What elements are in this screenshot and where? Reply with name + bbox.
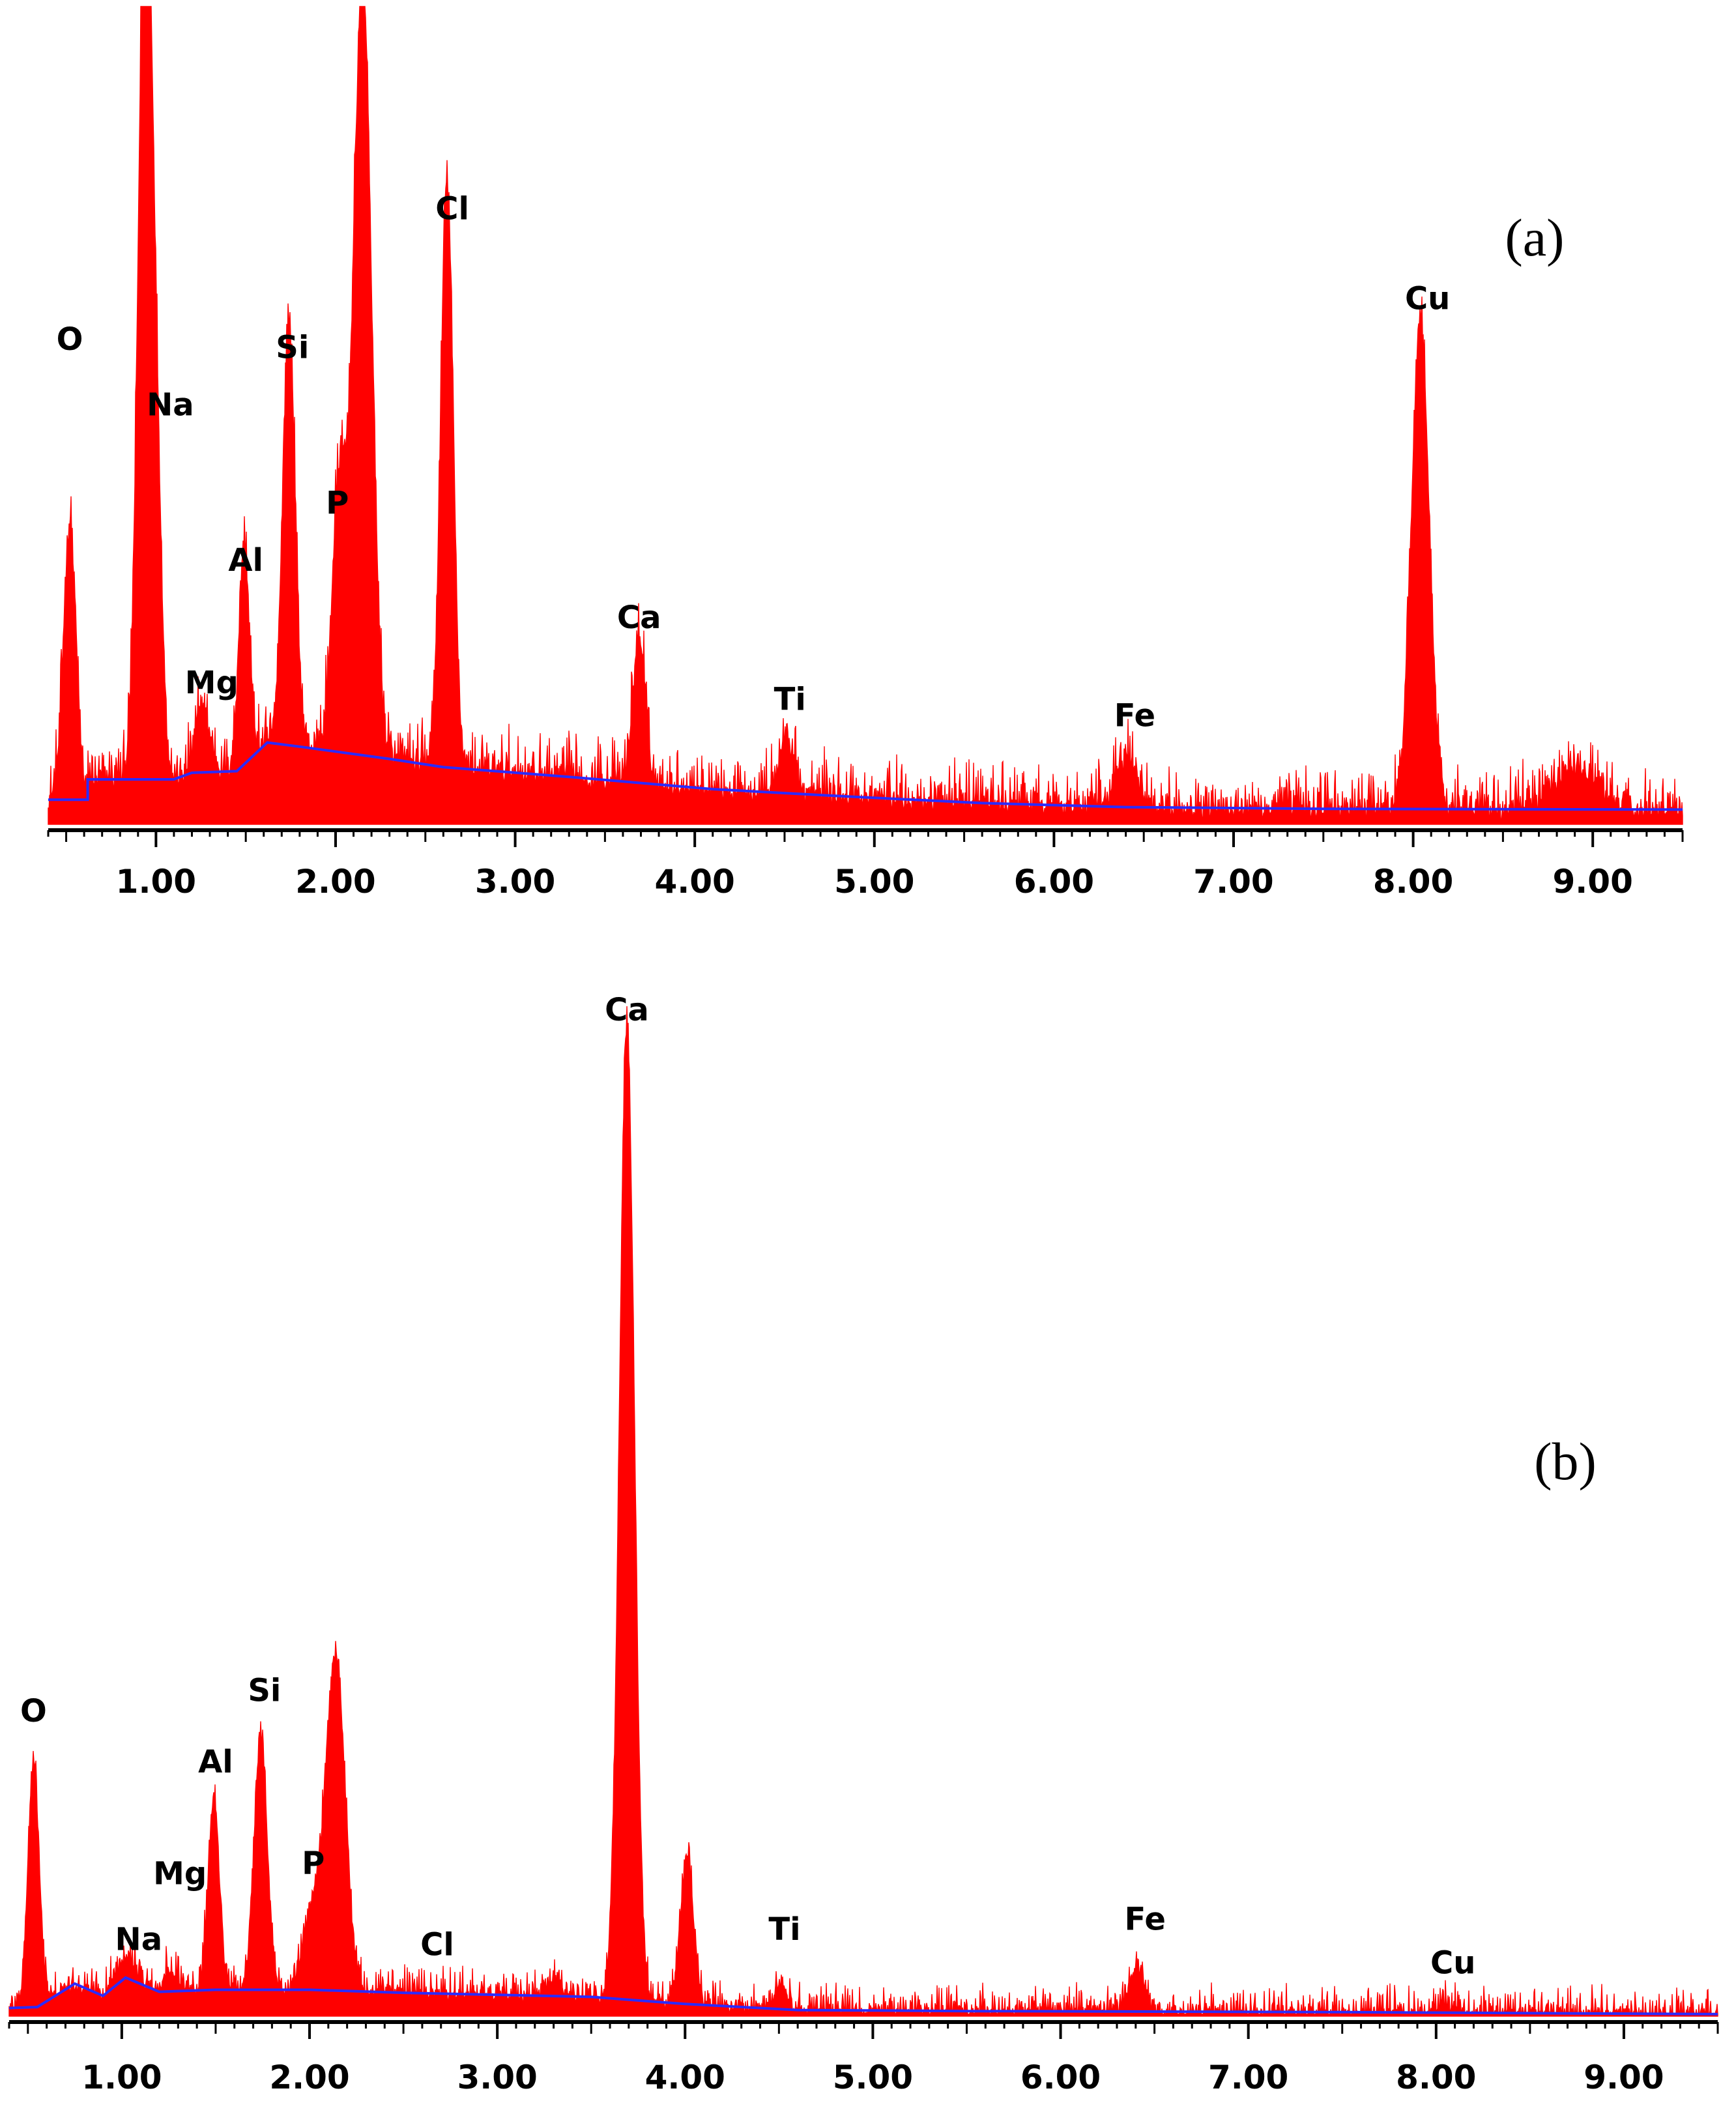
x-tick-label: 2.00 xyxy=(269,2059,349,2096)
x-tick-label: 9.00 xyxy=(1553,863,1633,901)
spectrum-area xyxy=(48,6,1683,825)
peak-label: Al xyxy=(228,542,263,579)
peak-label: Ca xyxy=(605,992,649,1028)
peak-label: Ti xyxy=(774,681,806,717)
x-tick-label: 3.00 xyxy=(475,863,555,901)
peak-label: Fe xyxy=(1124,1901,1165,1937)
x-tick-label: 7.00 xyxy=(1208,2059,1288,2096)
background-fit-line xyxy=(48,741,1683,811)
x-tick-label: 8.00 xyxy=(1396,2059,1476,2096)
background-fit-line xyxy=(8,1976,1718,2016)
panel-label: (a) xyxy=(1505,208,1564,267)
peak-label: P xyxy=(326,485,349,521)
peak-label: P xyxy=(302,1845,325,1882)
peak-label: Ti xyxy=(768,1911,800,1948)
peak-label: Mg xyxy=(153,1855,207,1892)
peak-label: Mg xyxy=(185,665,239,701)
x-tick-label: 7.00 xyxy=(1193,863,1273,901)
x-tick-label: 3.00 xyxy=(457,2059,537,2096)
x-tick-label: 9.00 xyxy=(1584,2059,1664,2096)
x-tick-label: 4.00 xyxy=(654,863,734,901)
peak-label: Ca xyxy=(617,600,661,636)
peak-label: Si xyxy=(276,330,309,366)
peak-label: Cu xyxy=(1430,1945,1475,1982)
peak-label: Cu xyxy=(1405,280,1450,317)
peak-label: Fe xyxy=(1114,697,1155,734)
peak-label: Cl xyxy=(420,1926,454,1963)
x-tick-label: 5.00 xyxy=(834,863,914,901)
peak-label: O xyxy=(57,321,83,358)
x-tick-label: 1.00 xyxy=(81,2059,162,2096)
peak-label: Na xyxy=(115,1922,163,1958)
x-tick-label: 5.00 xyxy=(833,2059,913,2096)
spectrum-panel-b: 1.00 2.00 3.00 4.00 5.00 6.00 7.00 8.00 9.00 O Na M… xyxy=(8,992,1719,2096)
peak-label: Si xyxy=(248,1673,281,1709)
x-tick-label: 8.00 xyxy=(1373,863,1453,901)
spectrum-panel-a: 1.00 2.00 3.00 4.00 5.00 6.00 7.00 8.00 9.00 O Na M… xyxy=(47,6,1684,901)
panel-label: (b) xyxy=(1534,1432,1597,1491)
peak-label: Al xyxy=(198,1744,233,1780)
peak-label: Cl xyxy=(435,190,469,227)
x-tick-label: 1.00 xyxy=(116,863,196,901)
x-tick-label: 6.00 xyxy=(1014,863,1094,901)
x-tick-label: 4.00 xyxy=(645,2059,725,2096)
x-tick-label: 2.00 xyxy=(295,863,375,901)
x-tick-label: 6.00 xyxy=(1020,2059,1101,2096)
peak-label: Na xyxy=(147,387,194,424)
peak-label: O xyxy=(20,1693,47,1729)
spectrum-area xyxy=(8,1006,1718,2017)
